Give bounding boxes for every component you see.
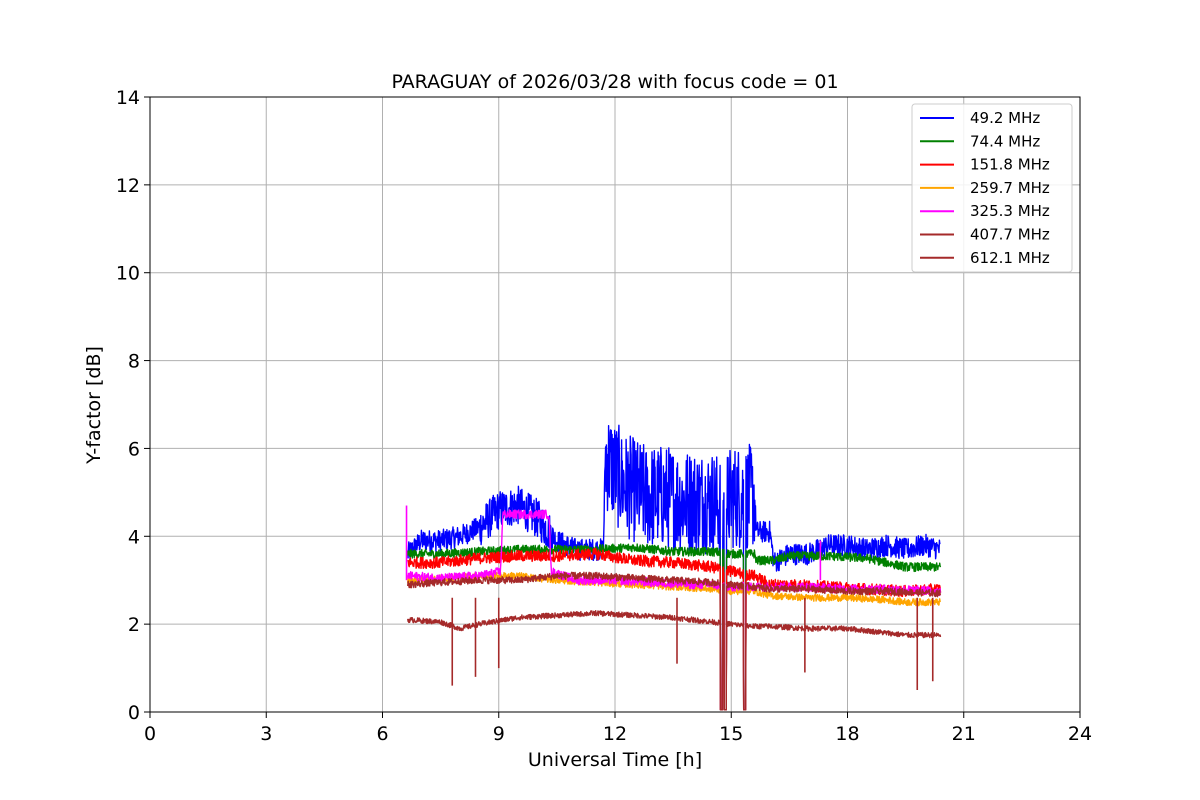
x-tick-label: 0: [144, 723, 156, 745]
x-tick-label: 15: [719, 723, 743, 745]
legend-label: 612.1 MHz: [970, 249, 1050, 267]
y-tick-label: 2: [128, 614, 140, 636]
y-axis-label: Y-factor [dB]: [83, 346, 105, 465]
legend-label: 325.3 MHz: [970, 202, 1050, 220]
series-line: [407, 571, 942, 711]
legend-label: 74.4 MHz: [970, 132, 1040, 150]
series-line: [407, 543, 942, 711]
x-tick-label: 21: [952, 723, 976, 745]
y-axis: 0 2 4 6 8 10 12 14: [116, 87, 150, 724]
series-layer: [405, 424, 942, 711]
x-tick-label: 3: [260, 723, 272, 745]
y-tick-label: 14: [116, 87, 140, 109]
y-tick-label: 12: [116, 175, 140, 197]
y-tick-label: 6: [128, 438, 140, 460]
y-tick-label: 0: [128, 702, 140, 724]
legend-label: 49.2 MHz: [970, 109, 1040, 127]
x-tick-label: 12: [603, 723, 627, 745]
series-line: [407, 610, 942, 711]
legend: 49.2 MHz 74.4 MHz 151.8 MHz 259.7 MHz 325.3…: [911, 103, 1073, 273]
x-tick-label: 9: [493, 723, 505, 745]
x-axis: 0 3 6 9 12 15 18 21 24: [144, 712, 1092, 745]
y-tick-label: 8: [128, 351, 140, 373]
x-tick-label: 18: [835, 723, 859, 745]
legend-label: 259.7 MHz: [970, 179, 1050, 197]
y-tick-label: 10: [116, 263, 140, 285]
legend-label: 151.8 MHz: [970, 156, 1050, 174]
legend-box: [911, 103, 1073, 273]
y-tick-label: 4: [128, 526, 140, 548]
x-tick-label: 24: [1068, 723, 1092, 745]
x-tick-label: 6: [376, 723, 388, 745]
series-line: [407, 509, 942, 711]
x-axis-label: Universal Time [h]: [528, 749, 702, 771]
chart-title: PARAGUAY of 2026/03/28 with focus code =…: [391, 71, 838, 93]
legend-label: 407.7 MHz: [970, 226, 1050, 244]
